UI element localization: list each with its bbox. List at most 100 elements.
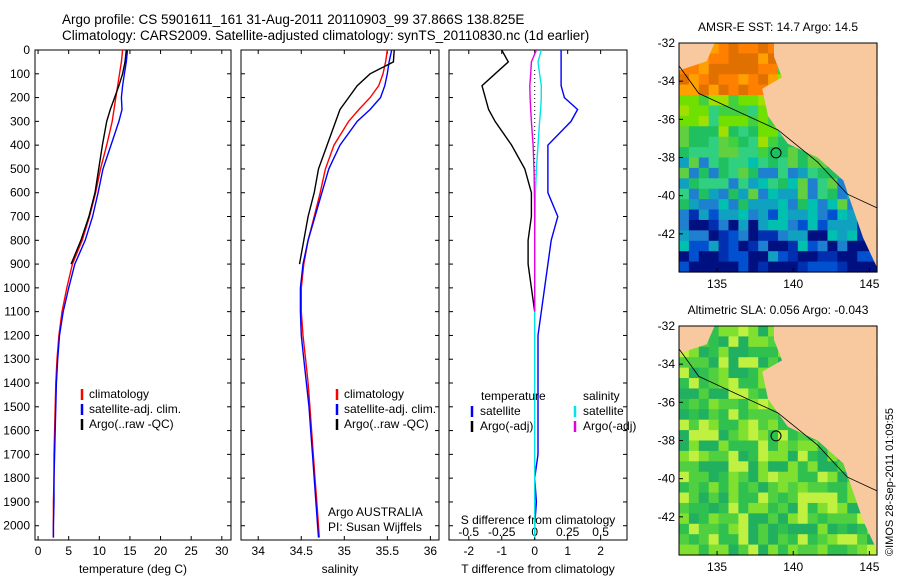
map-cell <box>797 534 809 546</box>
map-cell <box>679 513 690 525</box>
map-cell <box>758 95 769 107</box>
map-cell <box>708 251 720 263</box>
map-cell <box>679 126 690 138</box>
map-cell <box>817 261 829 273</box>
map-cell <box>718 53 730 65</box>
map-cell <box>817 471 829 483</box>
map-cell <box>827 502 838 514</box>
map-cell <box>748 544 759 556</box>
map-cell <box>807 157 819 169</box>
map-cell <box>768 534 779 546</box>
map-cell <box>837 219 848 231</box>
map-cell <box>758 346 769 358</box>
map-cell <box>728 157 739 169</box>
map-cell <box>748 115 759 127</box>
map-title: Altimetric SLA: 0.056 Argo: -0.043 <box>688 303 869 317</box>
map-cell <box>718 419 730 431</box>
map-cell <box>698 230 710 242</box>
map-cell <box>679 219 690 231</box>
map-cell <box>679 419 690 431</box>
map-cell <box>708 398 720 410</box>
map-cell <box>758 544 769 556</box>
map-cell <box>797 440 809 452</box>
map-cell <box>807 513 819 525</box>
map-cell <box>718 326 730 338</box>
map-cell <box>817 544 829 556</box>
map-cell <box>768 136 779 148</box>
legend-header: temperature <box>481 389 546 403</box>
map-cell <box>758 74 769 86</box>
map-cell <box>748 105 759 117</box>
map-cell <box>698 261 710 273</box>
map-cell <box>698 409 710 421</box>
map-cell <box>758 534 769 546</box>
map-cell <box>837 461 848 473</box>
map-cell <box>688 430 700 442</box>
map-cell <box>758 126 769 138</box>
map-cell <box>827 167 838 179</box>
series-line-2-3 <box>529 49 538 312</box>
map-x-tick-label: 140 <box>783 277 803 291</box>
land-mass <box>762 43 877 268</box>
series-line-2-1 <box>481 49 536 312</box>
map-cell <box>698 84 710 96</box>
map-cell <box>837 482 848 494</box>
map-cell <box>758 251 769 263</box>
map-cell <box>758 199 769 211</box>
map-cell <box>837 188 848 200</box>
map-cell <box>708 219 720 231</box>
map-cell <box>718 409 730 421</box>
map-y-tick-label: -40 <box>658 189 676 203</box>
map-cell <box>708 409 720 421</box>
map-cell <box>768 43 779 55</box>
map-cell <box>827 513 838 525</box>
map-cell <box>688 357 700 369</box>
map-cell <box>708 188 720 200</box>
map-cell <box>679 84 690 96</box>
map-cell <box>688 188 700 200</box>
map-cell <box>698 219 710 231</box>
map-cell <box>748 523 759 535</box>
legend-header: salinity <box>583 389 620 403</box>
map-cell <box>748 167 759 179</box>
x-tick-label: 2 <box>597 544 604 558</box>
map-cell <box>748 157 759 169</box>
map-cell <box>758 230 769 242</box>
map-cell <box>698 63 710 75</box>
map-y-tick-label: -32 <box>658 36 676 50</box>
map-cell <box>778 440 789 452</box>
map-cell <box>847 240 858 252</box>
map-cell <box>778 482 789 494</box>
map-cell <box>698 523 710 535</box>
map-cell <box>768 167 779 179</box>
map-cell <box>768 209 779 221</box>
map-cell <box>738 188 749 200</box>
map-cell <box>698 126 710 138</box>
s-tick-label: 0.25 <box>556 525 580 539</box>
map-cell <box>708 115 720 127</box>
legend-label: satellite-adj. clim. <box>344 402 436 416</box>
map-cell <box>817 199 829 211</box>
map-cell <box>718 336 730 348</box>
map-cell <box>738 157 749 169</box>
map-cell <box>758 240 769 252</box>
map-cell <box>857 251 868 263</box>
map-cell <box>679 251 690 263</box>
map-cell <box>748 440 759 452</box>
map-cell <box>807 167 819 179</box>
annotation-line: PI: Susan Wijffels <box>328 520 422 534</box>
map-cell <box>768 461 779 473</box>
map-panel-1: 135 140 145 -32 -34 -36 -38 -40 -42 AMSR-E SST: 1… <box>658 20 880 291</box>
map-cell <box>698 461 710 473</box>
map-cell <box>688 388 700 400</box>
map-cell <box>708 43 720 55</box>
map-cell <box>807 199 819 211</box>
map-cell <box>728 398 739 410</box>
map-cell <box>728 251 739 263</box>
map-cell <box>758 136 769 148</box>
map-cell <box>738 251 749 263</box>
map-cell <box>708 157 720 169</box>
map-cell <box>748 95 759 107</box>
map-cell <box>768 492 779 504</box>
map-cell <box>718 199 730 211</box>
